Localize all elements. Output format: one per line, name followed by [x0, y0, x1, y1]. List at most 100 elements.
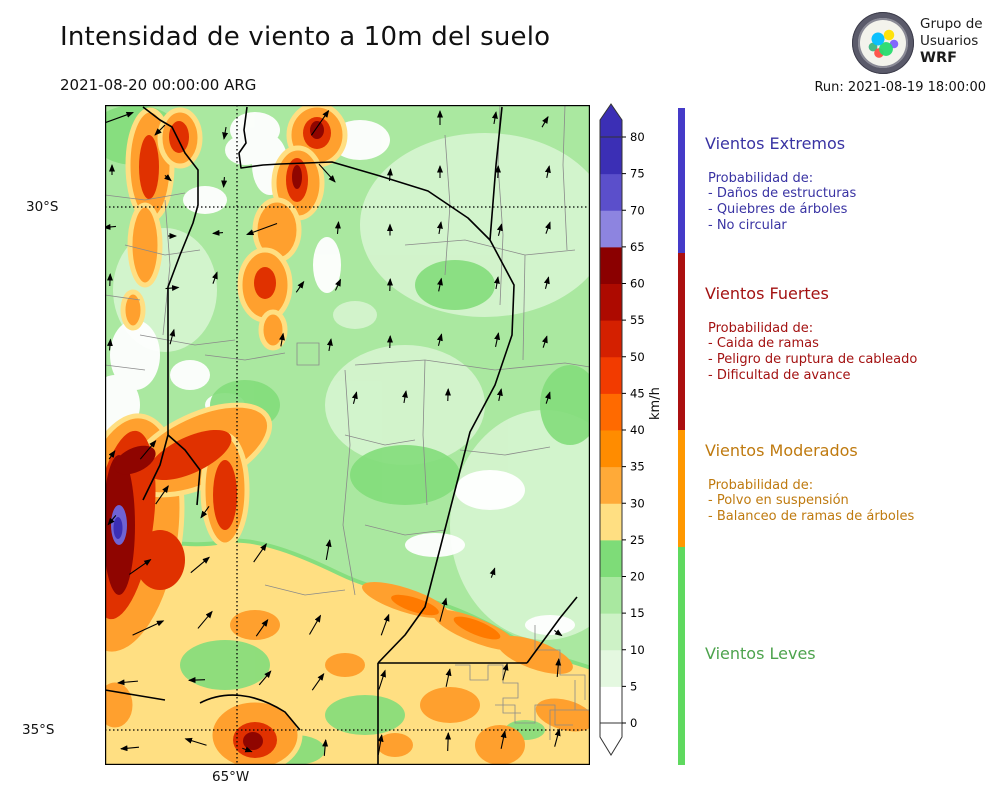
- valid-datetime: 2021-08-20 00:00:00 ARG: [60, 76, 257, 94]
- colorbar-segment: [600, 613, 622, 651]
- wind-arrow: [436, 333, 443, 346]
- wind-arrow: [188, 677, 206, 684]
- wind-arrow: [489, 567, 496, 578]
- wind-arrow: [541, 335, 548, 348]
- colorbar-segment: [600, 539, 622, 577]
- colorbar-segment: [600, 686, 622, 724]
- wind-arrow: [120, 745, 140, 752]
- wind-arrow: [106, 338, 113, 351]
- wind-arrow: [318, 163, 336, 183]
- wind-arrow: [502, 662, 509, 681]
- colorbar-tick-label: 20: [630, 570, 645, 584]
- colorbar-tick-label: 0: [630, 716, 637, 730]
- category-item: - Daños de estructuras: [708, 186, 857, 201]
- colorbar-tick-label: 75: [630, 167, 645, 181]
- department-borders: [105, 105, 590, 740]
- wind-arrow: [437, 277, 443, 292]
- wind-arrow: [107, 515, 117, 526]
- category-title: Vientos Extremos: [705, 134, 846, 153]
- wind-arrow: [545, 221, 551, 234]
- wind-arrow: [221, 176, 228, 188]
- wind-arrow: [491, 111, 498, 125]
- wind-arrow: [169, 328, 176, 345]
- logo-line1: Grupo de: [920, 16, 983, 32]
- wind-arrow: [253, 543, 267, 563]
- wind-arrow: [105, 111, 134, 124]
- colorbar-tick-label: 25: [630, 533, 645, 547]
- wind-arrow: [445, 732, 452, 752]
- wind-arrow: [541, 115, 549, 128]
- logo-line3: WRF: [920, 50, 958, 66]
- lat-label-35s: 35°S: [22, 722, 55, 738]
- wind-arrow: [222, 126, 229, 140]
- category-item: - Balanceo de ramas de árboles: [708, 509, 915, 524]
- colorbar-unit-label: km/h: [648, 387, 663, 420]
- wind-arrow: [326, 338, 333, 352]
- wind-arrow: [334, 278, 342, 291]
- colorbar-segment: [600, 210, 622, 248]
- wrf-logo: Grupo de Usuarios WRF: [850, 10, 1000, 76]
- wrf-logo-text: Grupo de Usuarios WRF: [920, 16, 983, 67]
- colorbar-tick-label: 55: [630, 313, 645, 327]
- wind-arrow: [351, 391, 358, 404]
- colorbar-tick-label: 40: [630, 423, 645, 437]
- colorbar-segment: [600, 393, 622, 431]
- wind-arrow: [380, 613, 390, 636]
- category-bar-segment: [678, 253, 685, 430]
- wind-arrow: [279, 332, 285, 347]
- category-title: Vientos Fuertes: [705, 284, 829, 303]
- colorbar-segment: [600, 430, 622, 468]
- province-borders: [105, 106, 578, 765]
- legend-section-fuertes: Vientos Fuertes Probabilidad de: - Caida…: [705, 284, 997, 384]
- wind-arrow: [242, 746, 253, 753]
- wind-arrow: [309, 614, 321, 635]
- colorbar-segment: [600, 649, 622, 687]
- wind-arrow: [212, 271, 218, 284]
- wind-arrow: [496, 388, 503, 401]
- lat-label-30s: 30°S: [26, 199, 59, 215]
- category-bar-segment: [678, 430, 685, 547]
- wind-arrow: [246, 223, 278, 236]
- wind-arrow: [555, 658, 562, 678]
- colorbar-tick-label: 45: [630, 386, 645, 400]
- category-title: Vientos Leves: [705, 644, 816, 663]
- wind-arrow: [496, 223, 503, 236]
- wind-arrow: [378, 669, 386, 690]
- wind-intensity-map: [105, 105, 590, 765]
- colorbar-tick-label: 30: [630, 496, 645, 510]
- wind-arrow: [436, 221, 443, 235]
- wind-arrow: [544, 391, 551, 404]
- wind-arrow: [334, 221, 341, 235]
- wind-arrow: [200, 505, 210, 519]
- wind-arrow: [184, 737, 207, 746]
- category-color-bar: [678, 108, 685, 765]
- wind-arrow: [544, 165, 551, 178]
- wind-arrow: [439, 597, 448, 622]
- category-probability-label: Probabilidad de:: [708, 321, 814, 336]
- colorbar-tick-label: 15: [630, 606, 645, 620]
- page-title: Intensidad de viento a 10m del suelo: [60, 22, 551, 52]
- wind-arrow: [543, 276, 550, 289]
- wind-arrow: [132, 620, 165, 636]
- lon-label-65w: 65°W: [212, 769, 250, 785]
- colorbar-segment: [600, 137, 622, 175]
- wind-arrow: [117, 679, 139, 686]
- colorbar-tick-label: 10: [630, 643, 645, 657]
- colorbar-tick-label: 35: [630, 460, 645, 474]
- colorbar-segment: [600, 576, 622, 614]
- category-bar-segment: [678, 108, 685, 253]
- colorbar-segment: [600, 503, 622, 541]
- wind-arrow: [310, 109, 330, 136]
- wind-arrow: [322, 739, 329, 757]
- colorbar-tick-label: 80: [630, 130, 645, 144]
- colorbar-under-arrow: [599, 722, 623, 756]
- category-item: - Quiebres de árboles: [708, 202, 848, 217]
- extreme-wind-core: [111, 505, 127, 545]
- category-items: - Caida de ramas - Peligro de ruptura de …: [708, 336, 997, 384]
- category-probability-label: Probabilidad de:: [708, 171, 814, 186]
- wind-arrow: [500, 730, 507, 749]
- wind-arrow: [154, 124, 166, 136]
- colorbar-tick-label: 70: [630, 203, 645, 217]
- colorbar-segment: [600, 283, 622, 321]
